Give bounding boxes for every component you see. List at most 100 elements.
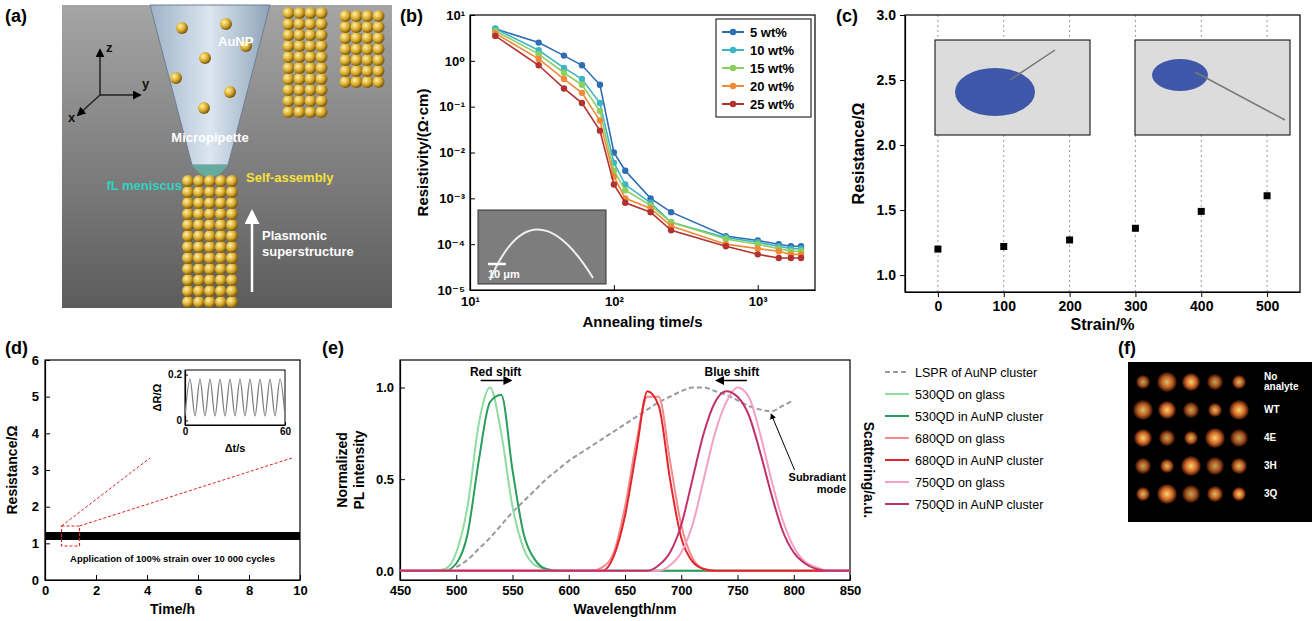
tick: 100	[993, 292, 1017, 314]
tick-label: 300	[1124, 298, 1148, 314]
plot-area	[934, 192, 1270, 252]
nanoparticle	[176, 22, 188, 34]
nanoparticle	[226, 285, 238, 297]
tick-mark	[900, 15, 905, 16]
panel-c: (c)01002003004005001.01.52.02.53.0Strain…	[836, 6, 1301, 333]
axis-line	[186, 425, 286, 426]
data-point	[622, 168, 628, 174]
nanoparticle	[340, 21, 352, 33]
tick-mark	[45, 507, 50, 508]
leader-line	[80, 458, 293, 526]
tick-label: 550	[502, 583, 524, 598]
nanoparticle	[373, 32, 385, 44]
data-point	[597, 100, 603, 106]
panel-label: (f)	[1118, 338, 1136, 358]
nanoparticle	[215, 230, 227, 242]
nanoparticle	[294, 84, 306, 96]
data-point	[535, 62, 541, 68]
nanoparticle	[182, 285, 194, 297]
nanoparticle	[283, 7, 295, 19]
nanoparticle	[204, 197, 216, 209]
nanoparticle	[204, 208, 216, 220]
nanoparticle	[182, 186, 194, 198]
nanoparticle	[305, 29, 317, 41]
spot	[1157, 372, 1177, 392]
data-point	[579, 90, 585, 96]
figure-svg: (a)zxyAuNPMicropipettefL meniscusSelf-as…	[0, 0, 1316, 621]
spot	[1135, 458, 1151, 474]
scale-label: 10 μm	[488, 268, 520, 280]
nanoparticle	[373, 21, 385, 33]
legend-label: 680QD on glass	[915, 432, 1005, 446]
data-point	[535, 39, 541, 45]
tick: 10²	[605, 285, 624, 309]
nanoparticle	[340, 76, 352, 88]
nanoparticle	[316, 40, 328, 52]
nanoparticle	[283, 62, 295, 74]
axis-title: Annealing time/s	[582, 313, 702, 330]
zoom-box	[62, 526, 80, 546]
tick-mark	[625, 575, 626, 580]
tick: 500	[446, 575, 468, 598]
tick-label: 200	[1058, 298, 1082, 314]
series-line	[400, 391, 850, 571]
fiber	[1010, 50, 1055, 80]
nanoparticle	[316, 18, 328, 30]
tick: 6	[195, 575, 202, 598]
nanoparticle	[215, 252, 227, 264]
tick: 0	[32, 573, 50, 588]
tick-label: 10	[293, 583, 307, 598]
tick-mark	[400, 479, 405, 480]
inset-photo	[935, 40, 1090, 135]
tick-label: 10¹	[446, 8, 465, 23]
tick-mark	[614, 285, 615, 290]
tick-label: 2.0	[877, 137, 897, 153]
legend-swatch	[885, 503, 909, 505]
tick-label: 1.0	[376, 380, 394, 395]
tick-mark	[900, 145, 905, 146]
nanoparticle	[182, 296, 194, 308]
nanoparticle	[226, 197, 238, 209]
tick-mark	[1070, 292, 1071, 297]
tick-label: 500	[1256, 298, 1280, 314]
tick-label: 6	[32, 353, 39, 368]
label-line: PL intensity	[351, 430, 367, 509]
tick-label: 400	[1190, 298, 1214, 314]
tick-label: 60	[280, 426, 292, 437]
data-point	[579, 82, 585, 88]
tick-mark	[185, 420, 188, 421]
tick-mark	[456, 575, 457, 580]
legend-swatch	[885, 459, 909, 461]
label-line: Normalized	[334, 432, 350, 507]
tick: 5	[32, 389, 50, 404]
axis-line	[471, 290, 816, 291]
nanoparticle	[182, 241, 194, 253]
data-point	[1264, 192, 1271, 199]
tick: 0.5	[376, 472, 405, 487]
series-line	[185, 379, 285, 416]
nanoparticle	[351, 43, 363, 55]
legend-swatch	[730, 47, 736, 53]
series-line	[400, 395, 850, 571]
nanoparticle	[220, 18, 232, 30]
tick-mark	[470, 244, 475, 245]
nanoparticle	[294, 95, 306, 107]
nanoparticle	[351, 54, 363, 66]
tick-mark	[400, 388, 405, 389]
nanoparticle	[373, 76, 385, 88]
legend-swatch	[885, 371, 909, 373]
tick: 550	[502, 575, 524, 598]
spot	[1206, 457, 1224, 475]
tick-mark	[900, 210, 905, 211]
data-point	[776, 248, 782, 254]
axis: 1.01.52.02.53.0	[877, 7, 906, 293]
tick-label: 450	[390, 583, 412, 598]
nanoparticle	[204, 219, 216, 231]
nanoparticle	[305, 106, 317, 118]
tick-mark	[470, 61, 475, 62]
tick-mark	[96, 575, 97, 580]
legend-box	[716, 19, 811, 117]
series-line	[495, 31, 801, 251]
nanoparticle	[204, 186, 216, 198]
nanoparticle	[204, 230, 216, 242]
